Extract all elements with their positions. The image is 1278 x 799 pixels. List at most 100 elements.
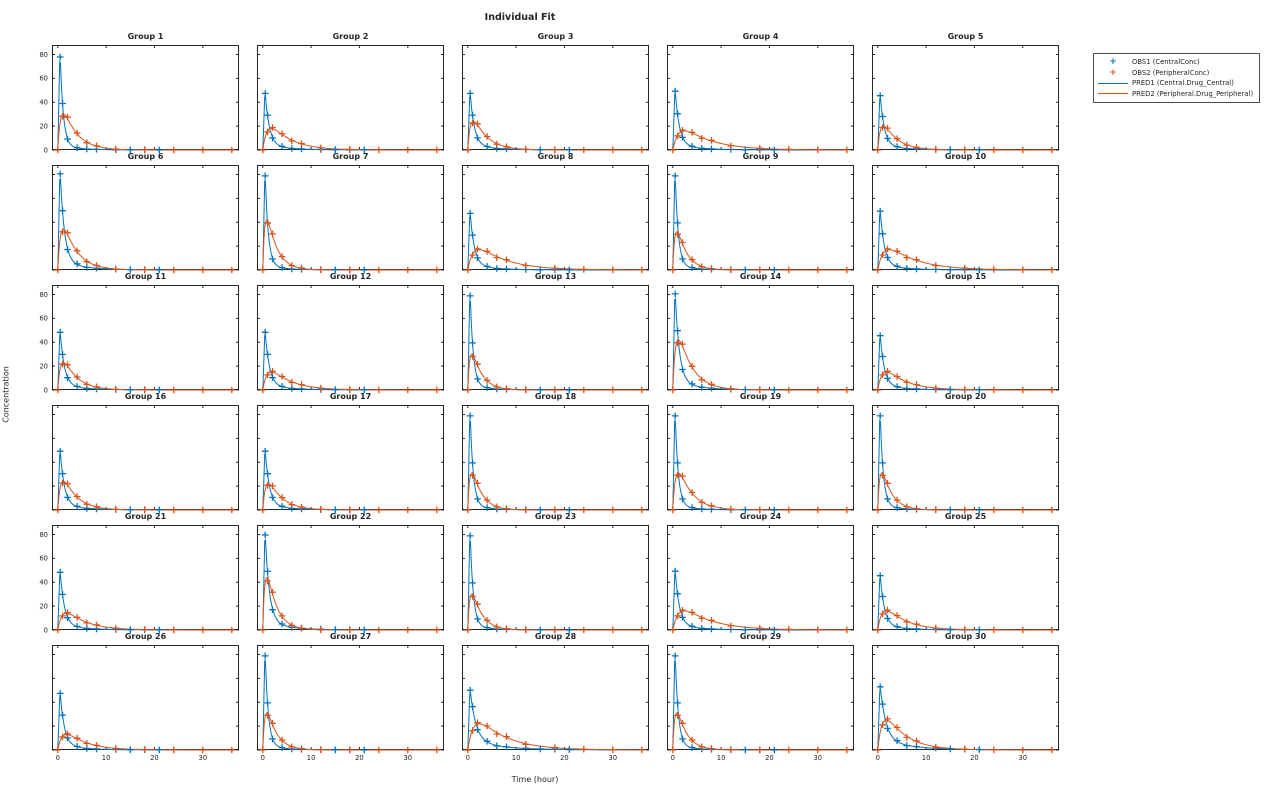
- obs1-marker: [698, 384, 706, 391]
- obs2-marker: [913, 256, 920, 263]
- obs2-marker: [932, 743, 940, 751]
- obs2-marker: [551, 506, 559, 514]
- subplot-title: Group 16: [124, 392, 167, 401]
- obs2-marker: [551, 744, 559, 751]
- obs2-marker: [170, 386, 178, 394]
- subplot-group-29: Group 29 0 10 20 30: [667, 632, 854, 762]
- x-tick-label: 10: [102, 754, 111, 762]
- obs2-marker: [1019, 266, 1027, 274]
- obs1-marker: [537, 626, 544, 634]
- x-tick-label: 30: [403, 754, 412, 762]
- obs2-marker: [903, 734, 911, 741]
- subplot-axes: 0 10 20 30: [257, 645, 444, 762]
- subplot-group-14: Group 14: [667, 272, 854, 394]
- obs2-marker: [893, 496, 901, 504]
- obs2-marker: [580, 266, 588, 273]
- obs2-marker: [674, 712, 681, 719]
- obs2-marker: [346, 746, 354, 754]
- obs1-marker: [566, 626, 573, 634]
- obs2-marker: [679, 239, 686, 246]
- obs1-marker: [947, 745, 954, 753]
- pred2-line: [467, 472, 642, 511]
- obs1-marker: [474, 134, 481, 142]
- obs2-marker: [269, 230, 276, 238]
- obs2-marker: [93, 621, 100, 629]
- obs2-marker: [893, 135, 901, 142]
- subplot-title: Group 6: [127, 152, 164, 161]
- obs2-marker: [483, 133, 491, 140]
- obs2-marker: [474, 120, 481, 128]
- subplot-axes: 0 20 40 60 80: [39, 45, 239, 154]
- obs1-marker: [466, 210, 474, 217]
- obs2-marker: [961, 386, 969, 393]
- obs2-marker: [669, 386, 677, 394]
- obs2-marker: [990, 146, 998, 154]
- obs1-marker: [332, 626, 339, 633]
- obs2-marker: [433, 386, 441, 394]
- pred2-line: [57, 480, 232, 511]
- obs1-marker: [537, 745, 544, 753]
- obs2-marker: [288, 262, 296, 269]
- obs1-marker: [671, 412, 679, 420]
- obs2-marker: [228, 626, 236, 634]
- obs2-marker: [298, 140, 305, 147]
- obs1-marker: [976, 386, 983, 394]
- obs1-marker: [679, 134, 686, 141]
- subplot-axes: [257, 525, 444, 634]
- obs2-marker: [317, 144, 325, 152]
- obs2-marker: [73, 129, 81, 137]
- obs2-marker: [64, 229, 71, 237]
- obs1-marker: [884, 495, 891, 503]
- obs2-marker: [884, 606, 891, 614]
- obs2-marker: [522, 506, 530, 514]
- obs2-marker: [464, 626, 472, 634]
- obs1-marker: [73, 383, 81, 390]
- obs1-marker: [493, 265, 501, 272]
- obs1-marker: [879, 700, 886, 708]
- pred1-line: [262, 179, 437, 271]
- obs2-marker: [433, 746, 441, 754]
- subplot-title: Group 1: [127, 32, 164, 41]
- obs2-marker: [170, 506, 178, 514]
- legend-item-label: OBS1 (CentralConc): [1132, 58, 1200, 67]
- obs2-marker: [83, 258, 91, 265]
- obs2-marker: [493, 623, 501, 631]
- obs2-marker: [961, 264, 969, 272]
- obs2-marker: [932, 384, 940, 392]
- subplot-axes: [257, 165, 444, 274]
- obs1-marker: [56, 569, 64, 576]
- obs1-marker: [708, 145, 715, 153]
- x-tick-label: 0: [261, 754, 265, 762]
- obs2-marker: [932, 146, 940, 153]
- obs1-marker: [893, 383, 901, 390]
- obs1-marker: [483, 624, 491, 631]
- obs2-marker: [1048, 506, 1056, 514]
- obs2-marker: [73, 735, 81, 742]
- obs2-marker: [264, 712, 271, 719]
- subplot-group-7: Group 7: [257, 152, 444, 274]
- obs2-marker: [522, 626, 530, 634]
- obs2-marker: [785, 746, 793, 754]
- obs1-marker: [698, 505, 706, 513]
- obs2-marker: [503, 385, 510, 392]
- obs2-marker: [259, 146, 267, 154]
- subplot-axes: [462, 405, 649, 514]
- subplot-group-2: Group 2: [257, 32, 444, 154]
- obs2-marker: [483, 248, 491, 255]
- pred1-line: [467, 539, 642, 631]
- obs2-marker: [638, 626, 646, 634]
- obs2-marker: [1048, 386, 1056, 394]
- obs2-marker: [298, 503, 305, 511]
- obs1-marker: [947, 386, 954, 393]
- obs2-marker: [141, 146, 149, 154]
- obs2-marker: [814, 146, 822, 154]
- pred2-line: [262, 371, 437, 391]
- obs2-marker: [93, 142, 100, 150]
- obs1-marker: [264, 699, 271, 707]
- obs2-marker: [112, 745, 120, 752]
- obs2-marker: [990, 506, 998, 514]
- obs1-marker: [474, 726, 481, 733]
- obs2-marker: [54, 386, 62, 394]
- legend: + OBS1 (CentralConc) + OBS2 (PeripheralConc…: [1093, 53, 1261, 103]
- obs2-marker: [708, 745, 715, 752]
